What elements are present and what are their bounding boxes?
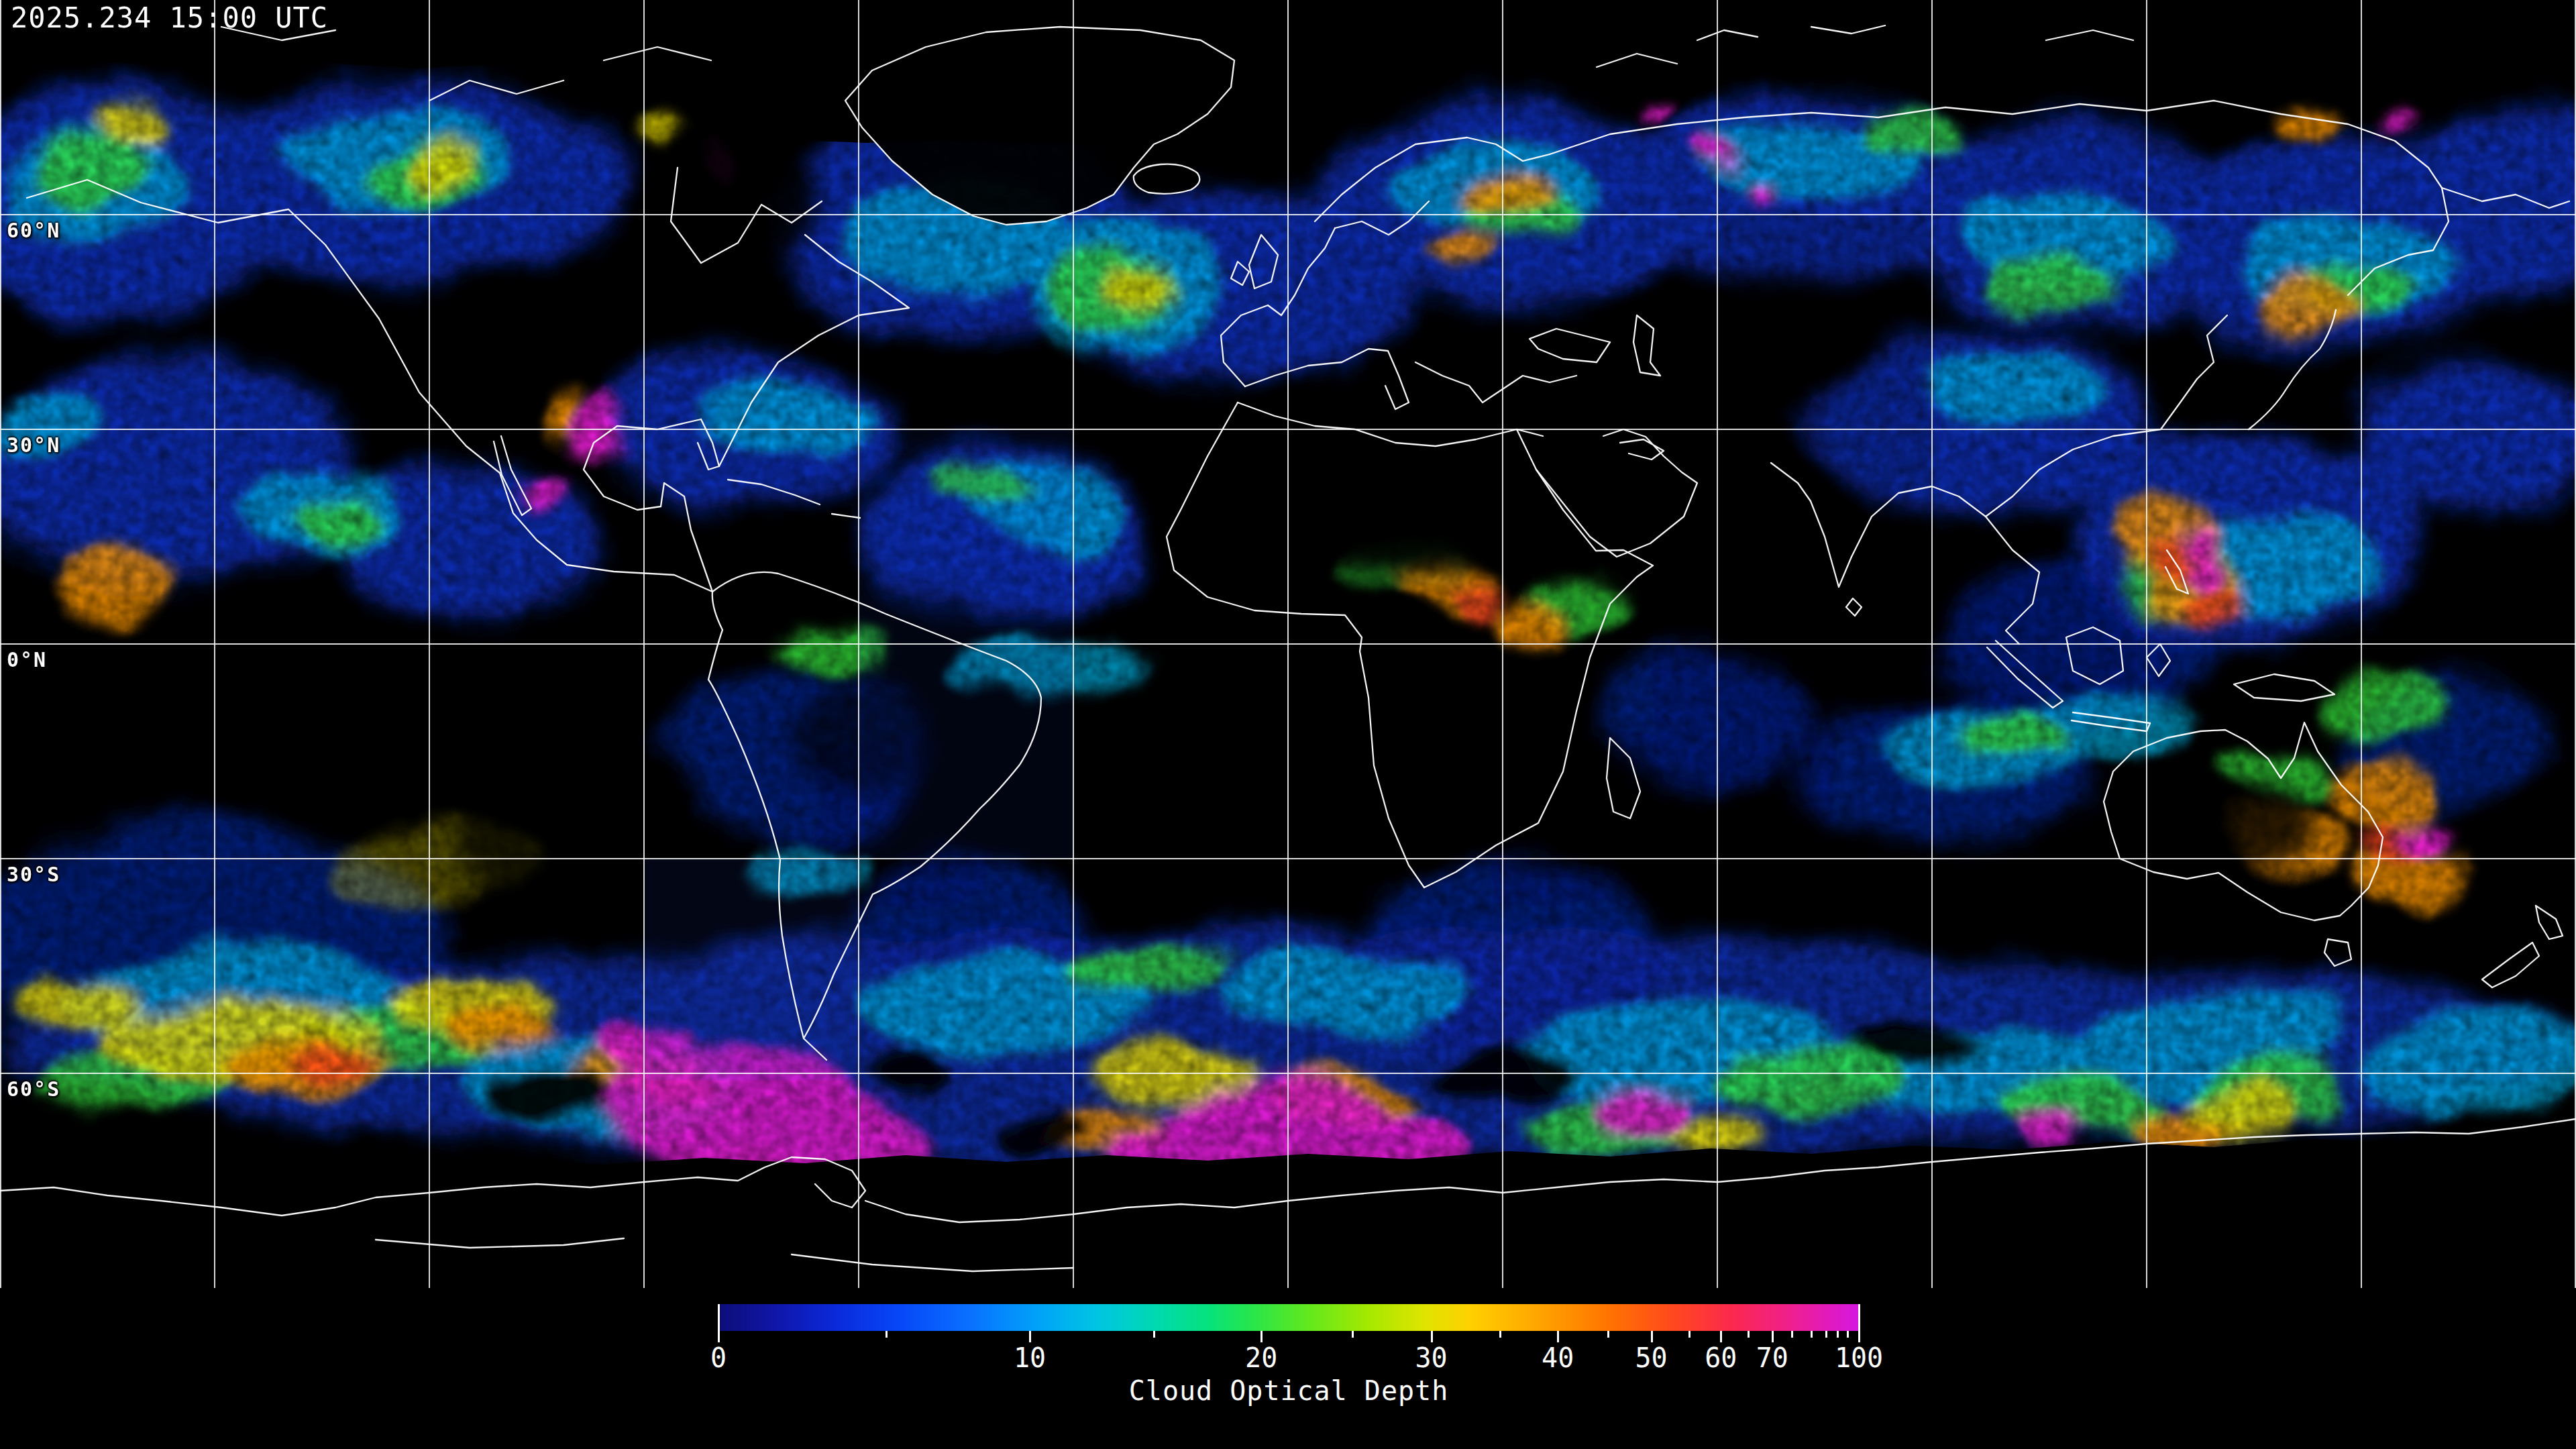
colorbar-tick-label: 60	[1705, 1342, 1737, 1373]
colorbar-tick-label: 70	[1756, 1342, 1788, 1373]
colorbar-major-tick	[1029, 1331, 1031, 1342]
timestamp-label: 2025.234 15:00 UTC	[11, 3, 328, 34]
cloud-optical-depth-screen: 2025.234 15:00 UTC 60°N 30°N 0°N 30°S 60°S 0…	[0, 0, 2576, 1449]
colorbar-minor-tick	[1825, 1331, 1827, 1338]
latitude-label: 60°S	[7, 1077, 60, 1101]
colorbar-minor-tick	[1791, 1331, 1793, 1338]
latitude-label: 0°N	[7, 648, 47, 672]
colorbar-tick-label: 40	[1542, 1342, 1574, 1373]
colorbar-gradient	[718, 1304, 1859, 1331]
colorbar-major-tick	[1858, 1304, 1860, 1342]
colorbar-tick-label: 50	[1635, 1342, 1668, 1373]
colorbar-minor-tick	[1847, 1331, 1849, 1338]
latitude-label: 60°N	[7, 219, 60, 242]
colorbar-minor-tick	[1499, 1331, 1501, 1338]
coastline-iceland	[1134, 164, 1199, 194]
latitude-label: 30°N	[7, 433, 60, 457]
colorbar-minor-tick	[1352, 1331, 1354, 1338]
colorbar-major-tick	[1772, 1331, 1774, 1342]
colorbar-minor-tick	[1837, 1331, 1839, 1338]
colorbar-tick-label: 0	[710, 1342, 727, 1373]
colorbar-minor-tick	[1811, 1331, 1813, 1338]
colorbar: 010203040506070100 Cloud Optical Depth	[718, 1304, 1859, 1438]
colorbar-major-tick	[1431, 1331, 1433, 1342]
colorbar-minor-tick	[1748, 1331, 1750, 1338]
colorbar-tick-label: 100	[1835, 1342, 1883, 1373]
latitude-label: 30°S	[7, 863, 60, 886]
colorbar-major-tick	[1557, 1331, 1559, 1342]
colorbar-minor-tick	[885, 1331, 888, 1338]
colorbar-major-tick	[718, 1304, 720, 1342]
colorbar-major-tick	[1720, 1331, 1722, 1342]
colorbar-tick-label: 10	[1014, 1342, 1046, 1373]
colorbar-tick-label: 30	[1415, 1342, 1447, 1373]
cloud-optical-depth-map	[0, 0, 2576, 1288]
colorbar-minor-tick	[1607, 1331, 1609, 1338]
colorbar-minor-tick	[1688, 1331, 1690, 1338]
colorbar-minor-tick	[1153, 1331, 1155, 1338]
colorbar-major-tick	[1260, 1331, 1263, 1342]
colorbar-title: Cloud Optical Depth	[718, 1375, 1859, 1406]
colorbar-tick-label: 20	[1245, 1342, 1277, 1373]
world-map-area: 2025.234 15:00 UTC 60°N 30°N 0°N 30°S 60°S	[0, 0, 2576, 1288]
colorbar-major-tick	[1651, 1331, 1653, 1342]
